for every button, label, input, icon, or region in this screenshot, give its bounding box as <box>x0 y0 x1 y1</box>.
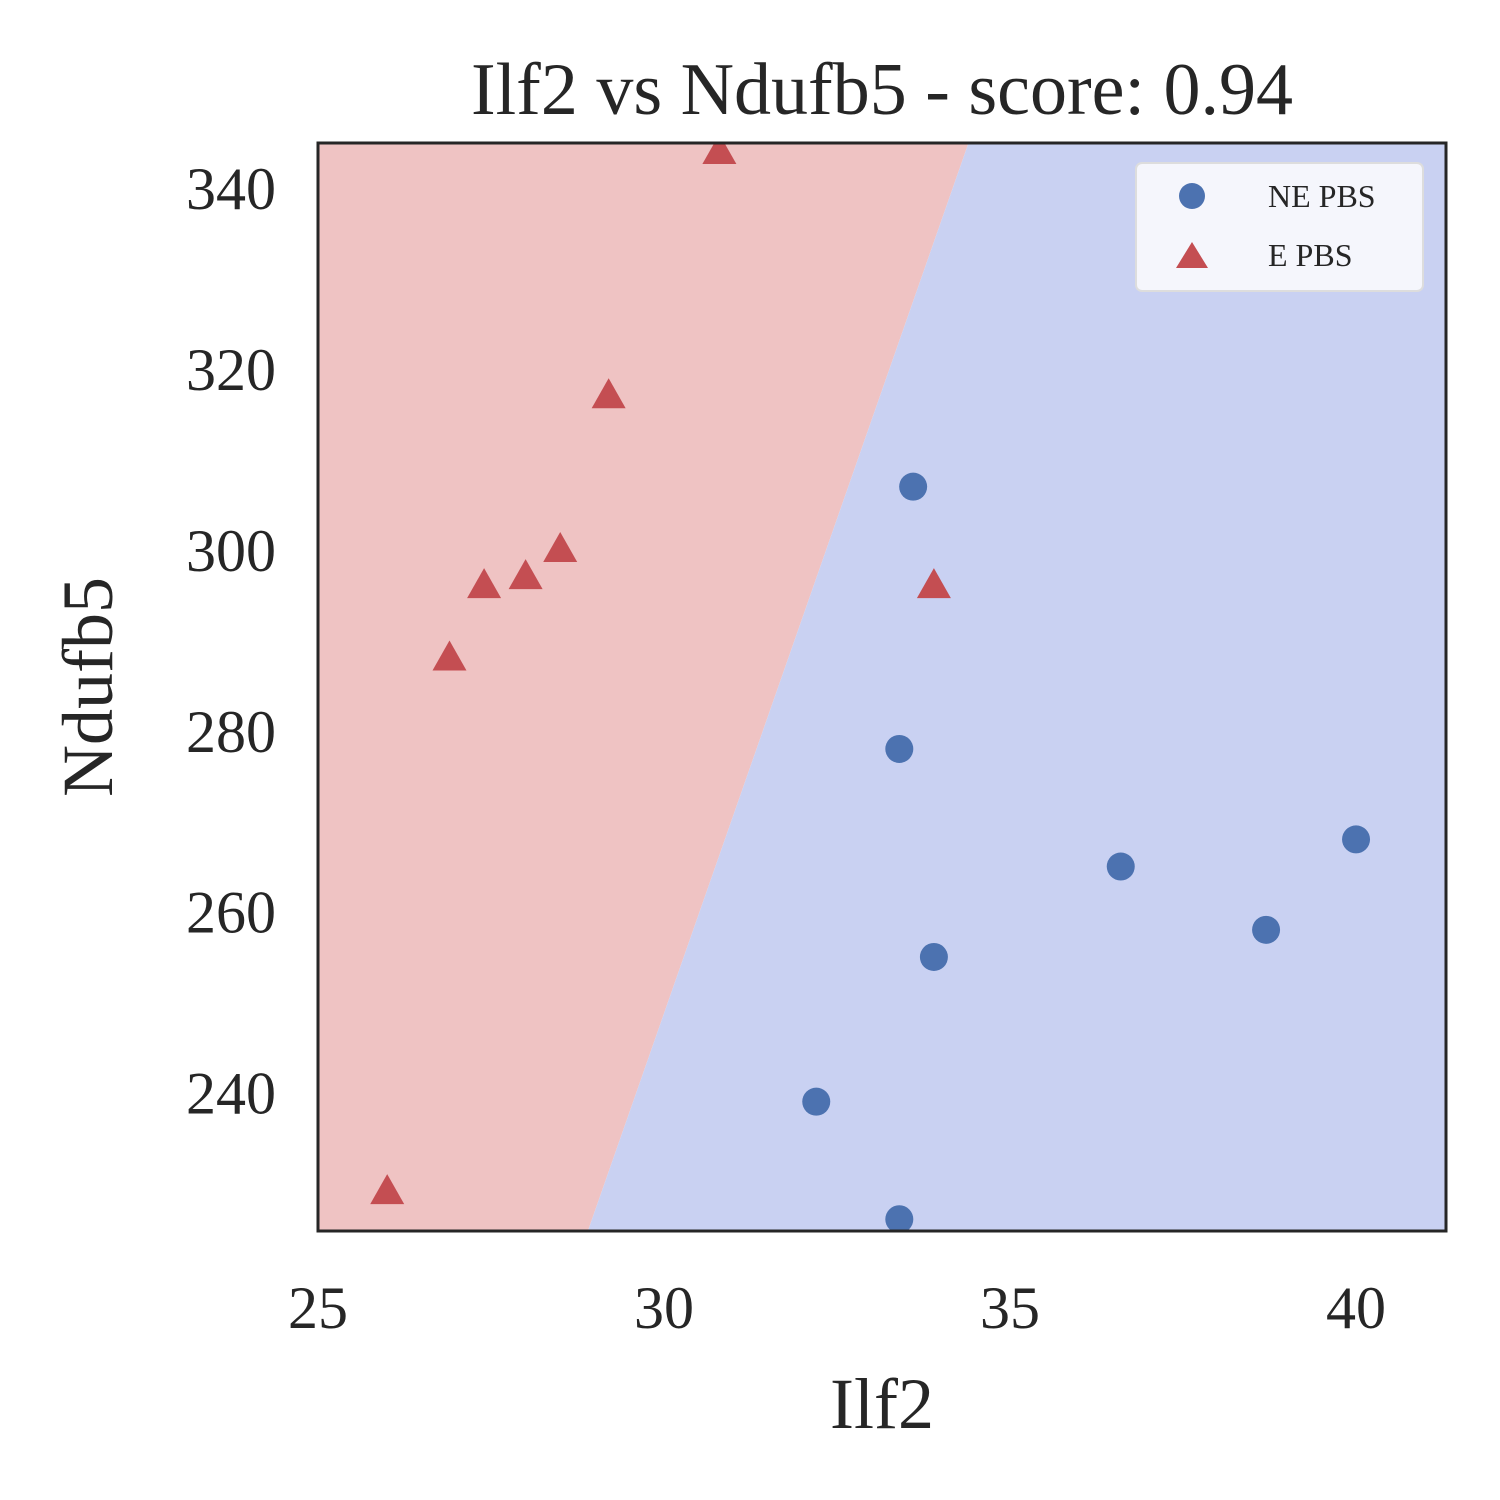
y-tick-label: 300 <box>186 518 276 584</box>
ne-pbs-point <box>919 942 948 971</box>
x-tick-label: 25 <box>288 1275 348 1341</box>
legend-ne-pbs-label: NE PBS <box>1268 178 1376 214</box>
y-tick-label: 240 <box>186 1061 276 1127</box>
x-axis-ticks: 25 30 35 40 <box>288 1275 1386 1341</box>
ne-pbs-region <box>587 143 1446 1231</box>
ne-pbs-point <box>885 1205 914 1231</box>
legend-e-pbs-marker <box>1176 242 1208 268</box>
x-axis-label: Ilf2 <box>830 1364 934 1444</box>
data-markers <box>370 143 1371 1231</box>
e-pbs-point <box>916 568 951 599</box>
legend-box <box>1135 162 1424 292</box>
ne-pbs-point <box>1342 825 1371 854</box>
ne-pbs-point <box>1252 915 1281 944</box>
e-pbs-point <box>591 378 626 409</box>
y-tick-label: 280 <box>186 699 276 765</box>
y-axis-label: Ndufb5 <box>48 577 128 797</box>
e-pbs-point <box>702 143 737 165</box>
e-pbs-region <box>318 143 969 1231</box>
legend-e-pbs-label: E PBS <box>1268 237 1352 273</box>
x-tick-label: 35 <box>980 1275 1040 1341</box>
y-tick-label: 320 <box>186 337 276 403</box>
e-pbs-point <box>543 531 578 562</box>
ne-pbs-point <box>885 734 914 763</box>
plot-area-frame <box>316 141 1448 1233</box>
ne-pbs-point <box>1106 852 1135 881</box>
y-axis-ticks: 240 260 280 300 320 340 <box>186 156 276 1126</box>
chart-title: Ilf2 vs Ndufb5 - score: 0.94 <box>471 49 1293 131</box>
ne-pbs-point <box>802 1087 831 1116</box>
e-pbs-point <box>432 640 467 671</box>
e-pbs-point <box>370 1174 405 1205</box>
ne-pbs-point <box>899 472 928 501</box>
e-pbs-point <box>467 568 502 599</box>
legend: NE PBS E PBS <box>1135 162 1424 292</box>
y-tick-label: 260 <box>186 880 276 946</box>
x-tick-label: 30 <box>634 1275 694 1341</box>
e-pbs-point <box>508 559 543 590</box>
legend-ne-pbs-marker <box>1179 183 1205 209</box>
y-tick-label: 340 <box>186 156 276 222</box>
decision-regions <box>318 143 1446 1231</box>
x-tick-label: 40 <box>1326 1275 1386 1341</box>
